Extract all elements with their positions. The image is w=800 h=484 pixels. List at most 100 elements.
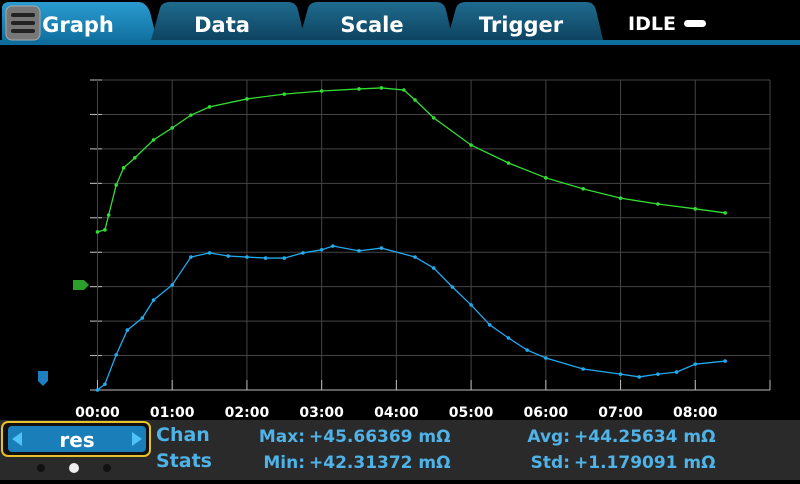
data-point <box>469 143 473 147</box>
data-point <box>319 248 324 252</box>
page-dot <box>103 464 111 472</box>
data-point <box>282 256 287 260</box>
data-point <box>693 207 698 211</box>
data-point <box>282 92 287 96</box>
tab-label[interactable]: Scale <box>340 13 403 37</box>
data-point <box>133 156 137 160</box>
data-point <box>723 211 727 215</box>
data-point <box>114 183 118 187</box>
data-point <box>170 283 174 287</box>
series-line <box>97 87 726 233</box>
data-point <box>674 370 679 374</box>
data-point <box>413 98 417 102</box>
data-point <box>506 336 511 340</box>
data-point <box>581 367 585 371</box>
data-point <box>431 116 436 120</box>
data-point <box>431 266 436 270</box>
x-tick-label: 00:00 <box>75 405 120 421</box>
data-point <box>263 256 268 260</box>
data-point <box>637 375 642 379</box>
x-tick-label: 04:00 <box>374 405 419 421</box>
data-point <box>618 372 623 376</box>
data-point <box>207 105 212 109</box>
series-line <box>97 245 726 391</box>
axis-marker-green[interactable] <box>73 280 89 290</box>
data-point <box>189 113 193 117</box>
stat-value: +45.66369 mΩ <box>309 427 451 447</box>
data-point <box>379 246 384 250</box>
data-point <box>581 187 585 191</box>
stat-label: Min: <box>263 453 305 473</box>
data-point <box>379 86 384 90</box>
data-point <box>189 255 193 259</box>
data-point <box>656 202 660 206</box>
data-point <box>245 97 249 101</box>
data-point <box>170 126 174 130</box>
data-point <box>723 359 727 363</box>
data-point <box>226 254 231 258</box>
data-point <box>103 228 107 232</box>
tab-label[interactable]: Graph <box>42 13 114 37</box>
data-point <box>618 196 623 200</box>
data-point <box>525 348 529 352</box>
stat-label: Std: <box>531 453 570 473</box>
stat-label: Max: <box>259 427 305 447</box>
data-point <box>121 166 126 170</box>
tab-label[interactable]: Data <box>194 13 250 37</box>
menu-icon <box>11 13 35 33</box>
data-point <box>114 353 118 357</box>
tab-label[interactable]: Trigger <box>479 13 564 37</box>
data-point <box>544 176 548 180</box>
stat-value: +44.25634 mΩ <box>574 427 716 447</box>
tab-underline <box>0 40 800 45</box>
data-point <box>125 328 130 332</box>
x-tick-label: 01:00 <box>150 405 195 421</box>
data-point <box>450 285 455 289</box>
channel-selector[interactable] <box>8 426 146 452</box>
x-tick-label: 07:00 <box>598 405 643 421</box>
data-point <box>140 316 145 320</box>
page-dot <box>37 464 45 472</box>
page-dot <box>69 463 79 473</box>
tab-scale-bg[interactable] <box>298 2 454 44</box>
data-point <box>357 87 361 91</box>
data-point <box>151 298 156 302</box>
x-tick-label: 08:00 <box>673 405 718 421</box>
stats-heading: Chan <box>156 424 210 446</box>
stat-value: +42.31372 mΩ <box>309 453 451 473</box>
data-point <box>487 323 492 327</box>
data-point <box>331 244 335 248</box>
data-point <box>357 249 361 253</box>
stats-heading: Stats <box>156 450 212 472</box>
x-tick-label: 05:00 <box>449 405 494 421</box>
x-tick-label: 06:00 <box>524 405 569 421</box>
data-point <box>402 88 406 92</box>
data-point <box>95 230 100 234</box>
data-point <box>103 382 107 386</box>
data-point <box>544 356 548 360</box>
tab-trigger-bg[interactable] <box>446 2 604 44</box>
data-point <box>319 89 324 93</box>
data-point <box>106 213 111 217</box>
status: IDLE <box>628 13 676 35</box>
data-point <box>413 255 417 259</box>
next-arrow[interactable] <box>132 432 142 446</box>
data-point <box>95 388 100 392</box>
tab-data-bg[interactable] <box>150 2 306 44</box>
x-tick-label: 02:00 <box>225 405 270 421</box>
data-point <box>151 138 156 142</box>
channel-name: res <box>59 428 94 452</box>
data-point <box>245 255 249 259</box>
data-point <box>469 303 473 307</box>
tab-graph-bg[interactable] <box>2 2 158 44</box>
x-tick-label: 03:00 <box>299 405 344 421</box>
plot: 00:00 01:00 02:00 03:00 04:00 05:00 06:00 07:00… <box>75 79 771 421</box>
stat-label: Avg: <box>527 427 570 447</box>
data-point <box>656 372 660 376</box>
prev-arrow[interactable] <box>12 432 22 446</box>
data-point <box>207 251 212 255</box>
data-point <box>301 251 305 255</box>
axis-marker-blue[interactable] <box>38 371 48 386</box>
